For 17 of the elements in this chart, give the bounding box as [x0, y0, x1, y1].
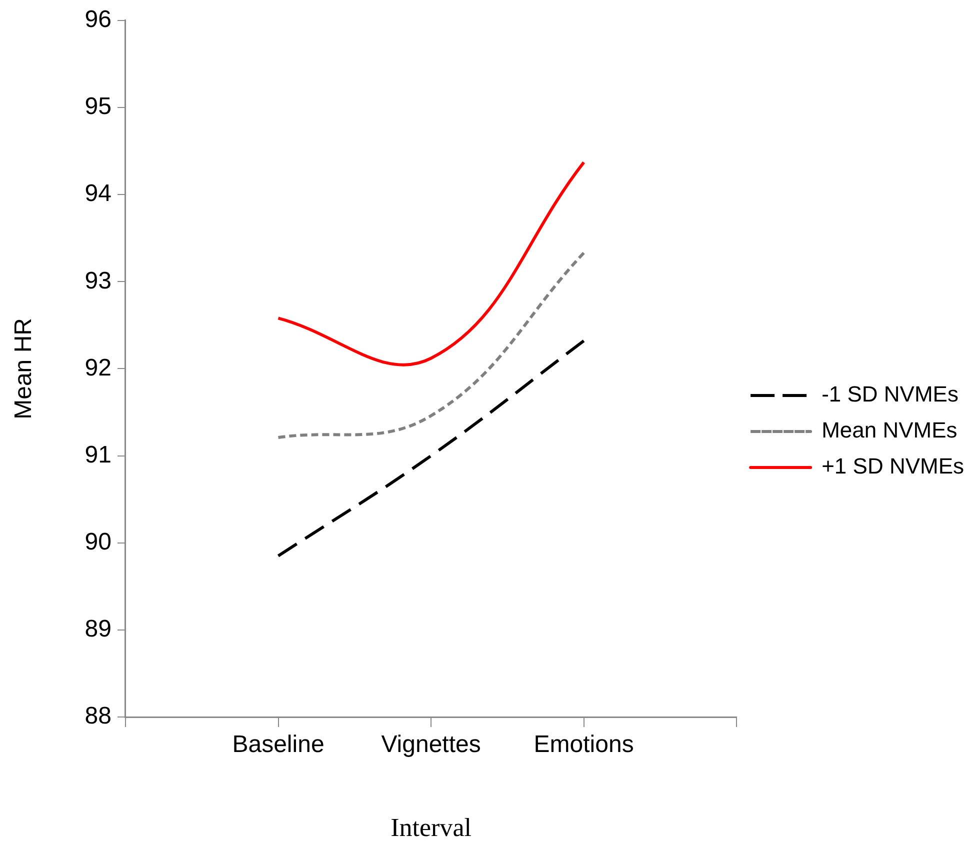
legend-label: +1 SD NVMEs	[822, 454, 964, 479]
y-tick-label: 90	[84, 528, 112, 556]
y-tick-label: 88	[84, 702, 112, 730]
y-tick-label: 96	[84, 6, 112, 34]
y-tick-label: 94	[84, 180, 112, 208]
x-tick-label: Vignettes	[381, 731, 481, 758]
legend-label: -1 SD NVMEs	[822, 382, 958, 407]
y-axis-title: Mean HR	[10, 318, 38, 420]
x-tick-label: Baseline	[232, 731, 324, 758]
y-tick-label: 89	[84, 616, 112, 643]
x-axis-title: Interval	[390, 813, 472, 842]
y-tick-label: 93	[84, 267, 112, 294]
y-tick-label: 91	[84, 441, 112, 468]
legend-label: Mean NVMEs	[822, 418, 958, 443]
y-tick-label: 92	[84, 354, 112, 382]
x-tick-label: Emotions	[534, 731, 634, 758]
y-tick-label: 95	[84, 93, 112, 120]
